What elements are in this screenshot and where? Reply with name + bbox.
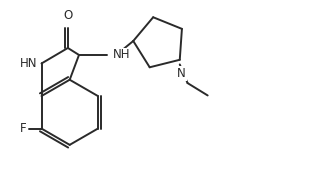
Text: F: F xyxy=(19,122,26,135)
Text: HN: HN xyxy=(20,57,38,70)
Text: O: O xyxy=(63,9,73,22)
Text: N: N xyxy=(177,67,186,80)
Text: NH: NH xyxy=(112,48,130,61)
